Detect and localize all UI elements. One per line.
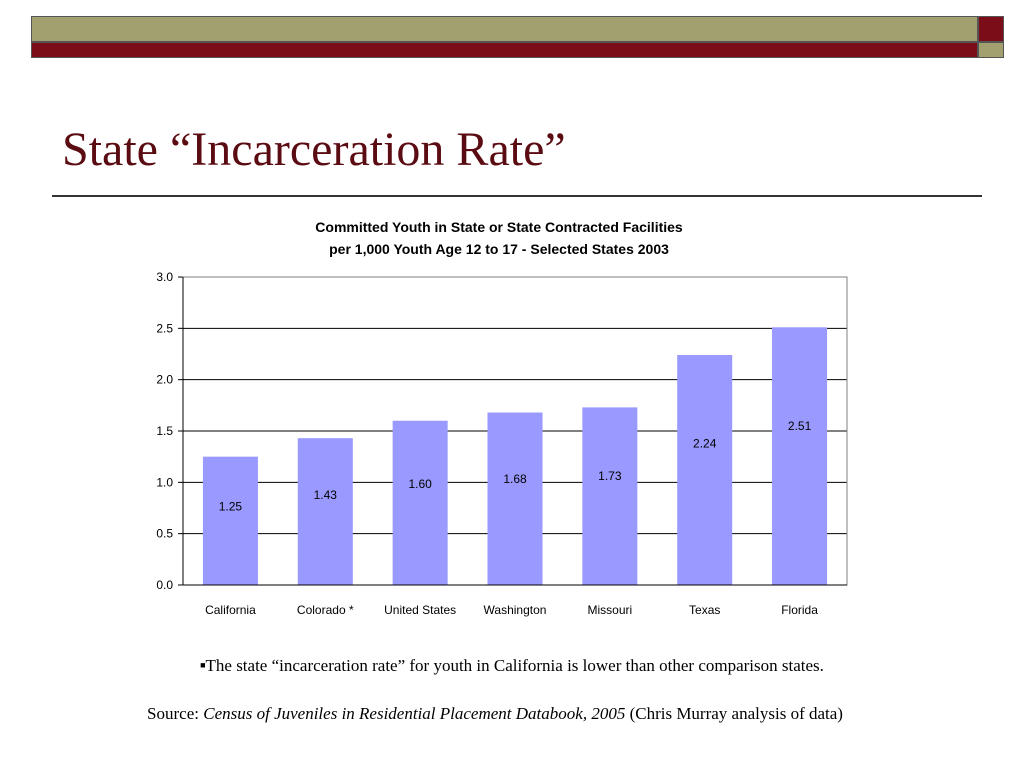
bar [677, 355, 733, 585]
y-tick-label: 1.0 [156, 475, 173, 489]
bar [487, 412, 543, 585]
header-band-maroon [31, 42, 978, 58]
title-divider [52, 195, 982, 197]
header-square-olive [978, 42, 1004, 58]
x-tick-label: United States [384, 603, 456, 617]
data-label: 2.24 [693, 436, 717, 450]
data-label: 1.43 [314, 488, 338, 502]
bar [772, 327, 828, 585]
data-label: 2.51 [788, 419, 812, 433]
bar [202, 456, 258, 585]
source-title: Census of Juveniles in Residential Place… [203, 704, 626, 723]
bar [392, 420, 448, 585]
bullet-point: ■The state “incarceration rate” for yout… [0, 656, 1024, 676]
data-label: 1.68 [503, 472, 527, 486]
x-tick-label: Florida [781, 603, 818, 617]
bar [582, 407, 638, 585]
header-square-maroon [978, 16, 1004, 42]
x-tick-label: Missouri [588, 603, 633, 617]
bullet-marker: ■ [200, 660, 206, 670]
data-label: 1.73 [598, 469, 622, 483]
source-prefix: Source: [147, 704, 204, 723]
y-tick-label: 3.0 [156, 270, 173, 284]
y-tick-label: 2.5 [156, 321, 173, 335]
y-tick-label: 0.5 [156, 527, 173, 541]
x-tick-label: Colorado * [297, 603, 354, 617]
bullet-text: The state “incarceration rate” for youth… [205, 656, 824, 675]
bar [297, 438, 353, 585]
y-tick-label: 2.0 [156, 373, 173, 387]
chart-subtitle: per 1,000 Youth Age 12 to 17 - Selected … [329, 241, 669, 257]
y-tick-label: 0.0 [156, 578, 173, 592]
source-citation: Source: Census of Juveniles in Residenti… [0, 704, 990, 724]
slide-title: State “Incarceration Rate” [62, 123, 566, 176]
x-tick-label: California [205, 603, 256, 617]
data-label: 1.25 [219, 499, 243, 513]
x-tick-label: Washington [484, 603, 547, 617]
chart-title: Committed Youth in State or State Contra… [315, 219, 683, 235]
data-label: 1.60 [408, 477, 432, 491]
source-suffix: (Chris Murray analysis of data) [625, 704, 843, 723]
y-tick-label: 1.5 [156, 424, 173, 438]
header-band-olive [31, 16, 978, 42]
x-tick-label: Texas [689, 603, 720, 617]
